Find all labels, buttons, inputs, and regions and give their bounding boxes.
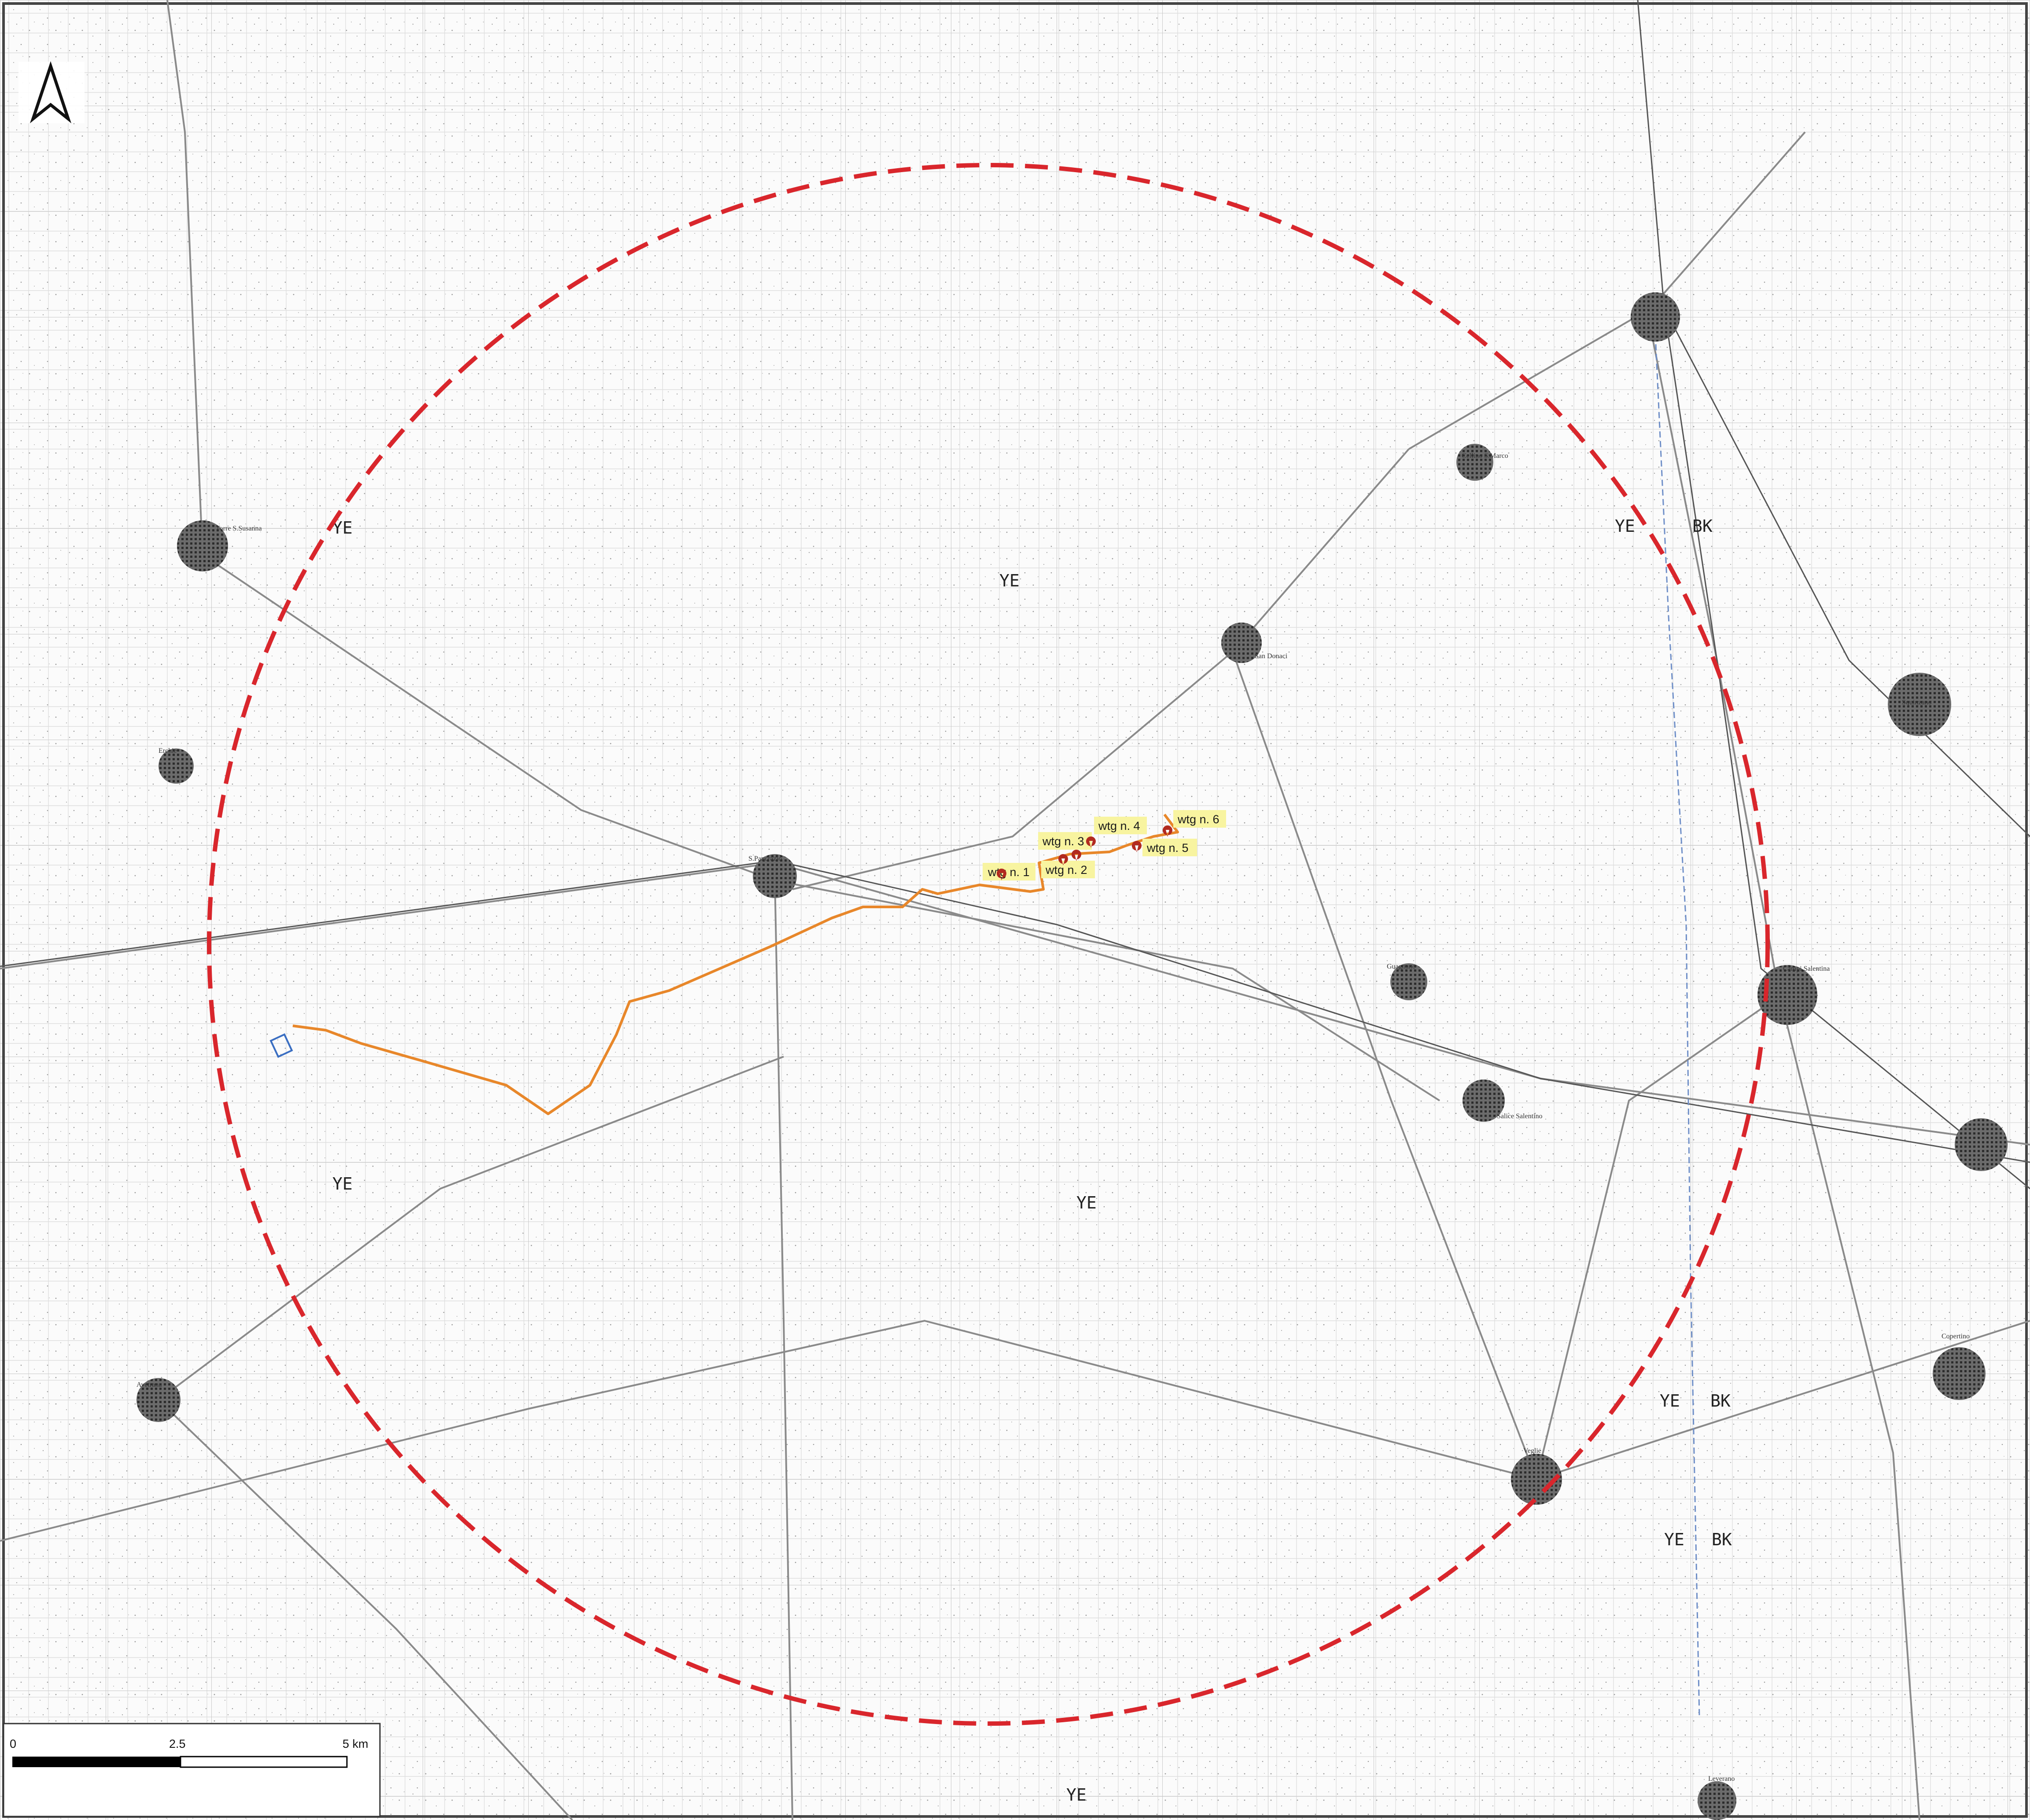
zone-code: YE: [332, 1174, 353, 1194]
buffer-circle: [207, 163, 1770, 1726]
zone-code: YE: [1660, 1391, 1680, 1411]
town-label: Squinzano: [1902, 699, 1932, 706]
town-label: Torre S.Susanna: [216, 525, 262, 532]
settlement-avetrana: [136, 1378, 181, 1422]
settlement-cellino: [1456, 444, 1493, 481]
turbine-label-bg: [1041, 861, 1095, 878]
zone-code: YE: [1076, 1193, 1097, 1212]
settlement-torre-s-susanna: [177, 520, 228, 571]
town-label: Salice Salentino: [1497, 1113, 1543, 1120]
town-labels: Torre S.Susanna Erchie Avetrana S.Pancra…: [136, 452, 1970, 1783]
turbine-wtg-6[interactable]: wtg n. 6: [1162, 810, 1226, 837]
turbine-marker-icon: [1086, 836, 1096, 848]
turbine-marker-icon: [1071, 850, 1081, 861]
scale-label-end: 5 km: [343, 1737, 368, 1750]
zone-code: BK: [1712, 1530, 1732, 1549]
zone-code: YE: [1664, 1530, 1684, 1549]
settlement-s-pancrazio: [753, 854, 797, 898]
settlement-copertino: [1933, 1347, 1986, 1400]
turbine-label-bg: [1038, 832, 1092, 850]
north-arrow-icon: [18, 61, 85, 124]
zone-code: BK: [1692, 516, 1713, 536]
town-label: Guagnano: [1387, 963, 1416, 970]
zone-code: BK: [1710, 1391, 1731, 1411]
turbine-label-bg: [1142, 839, 1197, 856]
watercourse: [1654, 334, 1700, 1717]
substation-plot[interactable]: [269, 1033, 293, 1058]
settlement-guagnano: [1390, 963, 1427, 1000]
zone-code: YE: [999, 571, 1020, 590]
turbine-label-bg: [1173, 810, 1226, 828]
town-label: San Donaci: [1255, 652, 1288, 660]
settlement-trepuzzi: [1955, 1118, 2008, 1171]
town-label: Veglie: [1523, 1447, 1541, 1455]
town-label: Campi Salentina: [1783, 965, 1830, 973]
settlement-san-donaci: [1221, 623, 1262, 663]
turbine-wtg-3[interactable]: wtg n. 3: [1038, 832, 1092, 861]
scale-label-mid: 2.5: [169, 1737, 186, 1750]
turbine-wtg-2[interactable]: wtg n. 2: [1041, 854, 1095, 878]
turbine-markers[interactable]: wtg n. 1 wtg n. 2 wtg n. 3 wtg n. 4 wtg …: [983, 810, 1226, 881]
turbine-label: wtg n. 5: [1146, 841, 1189, 855]
settlement-salice: [1463, 1079, 1505, 1122]
settlement-veglie: [1511, 1454, 1562, 1505]
scale-bar: 0 2.5 5 km: [3, 1723, 381, 1817]
settlement-campi: [1757, 965, 1817, 1025]
turbine-marker-icon: [996, 869, 1006, 881]
zone-codes: YE YE YE YE BK YE YE BK YE BK YE: [332, 516, 1732, 1805]
scale-bar-black: [12, 1757, 181, 1767]
turbine-label: wtg n. 4: [1098, 819, 1140, 833]
cable-route[interactable]: [292, 814, 1179, 1115]
zone-code: YE: [1066, 1785, 1087, 1805]
turbine-wtg-1[interactable]: wtg n. 1: [983, 863, 1035, 881]
town-label: Copertino: [1942, 1333, 1970, 1340]
turbine-label: wtg n. 6: [1177, 813, 1219, 826]
settlement-erchie: [158, 748, 194, 784]
turbine-label: wtg n. 3: [1042, 835, 1084, 848]
town-label: Erchie: [158, 747, 177, 755]
turbine-marker-icon: [1131, 841, 1142, 852]
railway-lines: [0, 0, 2030, 1190]
town-label: Avetrana: [136, 1381, 162, 1389]
settlement-squinzano: [1888, 673, 1951, 736]
turbine-label-bg: [983, 863, 1035, 881]
settlement-cellino-top: [1631, 292, 1680, 342]
turbine-marker-icon: [1058, 854, 1068, 866]
scale-bar-panel: [3, 1723, 381, 1817]
town-label: S.Pancrazio: [748, 855, 782, 862]
town-label: Leverano: [1708, 1775, 1735, 1783]
turbine-label: wtg n. 2: [1045, 863, 1087, 877]
scale-bar-white: [180, 1756, 348, 1768]
turbine-wtg-5[interactable]: wtg n. 5: [1131, 839, 1197, 856]
turbine-label-bg: [1094, 817, 1147, 834]
town-label: Cellino S.Marco: [1462, 452, 1508, 460]
zone-code: YE: [1615, 516, 1635, 536]
settlements: [136, 292, 2008, 1820]
turbine-label: wtg n. 1: [987, 866, 1030, 879]
turbine-marker-icon: [1162, 825, 1172, 837]
settlement-leverano: [1698, 1781, 1736, 1820]
scale-label-0: 0: [10, 1737, 16, 1750]
turbine-wtg-4[interactable]: wtg n. 4: [1086, 817, 1147, 848]
